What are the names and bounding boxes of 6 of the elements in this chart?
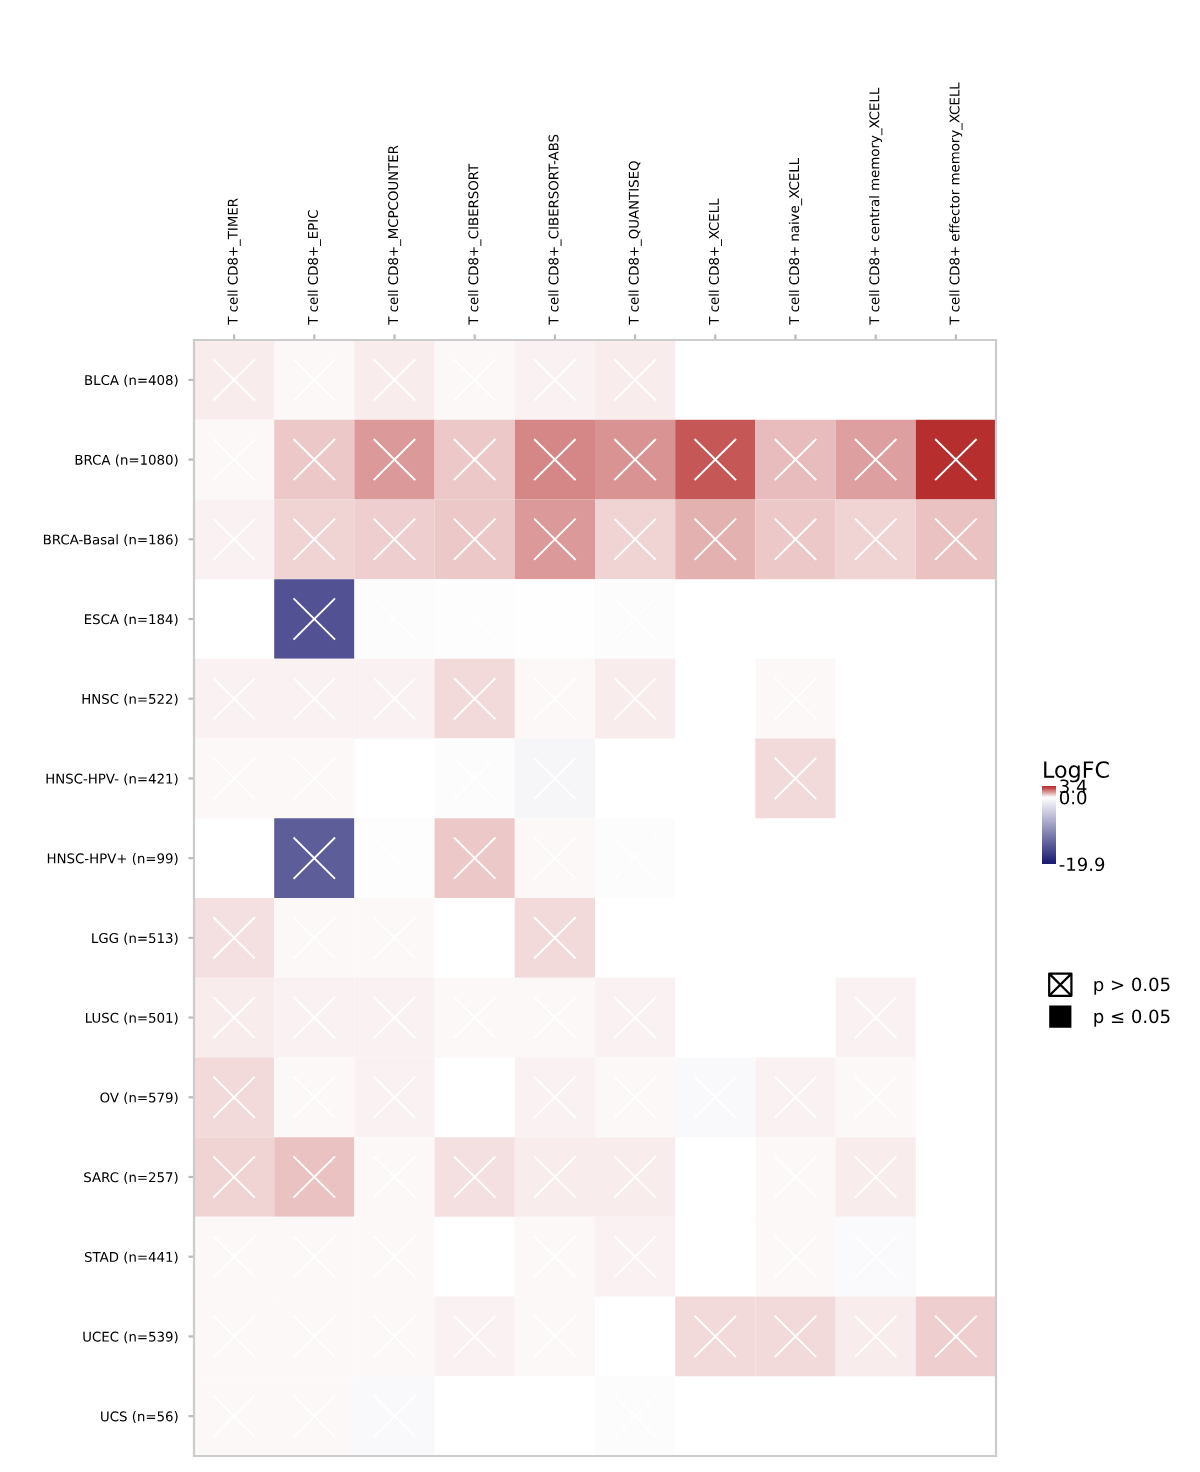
color-bar-label: -19.9 <box>1059 857 1105 872</box>
color-bar-label: 0.0 <box>1059 790 1087 805</box>
text: p ≤ 0.05 <box>1094 1009 1170 1027</box>
color-bar-title: LogFC <box>1044 761 1109 783</box>
text: p > 0.05 <box>1094 977 1170 995</box>
color-bar-label: 3.4 <box>1060 779 1087 794</box>
